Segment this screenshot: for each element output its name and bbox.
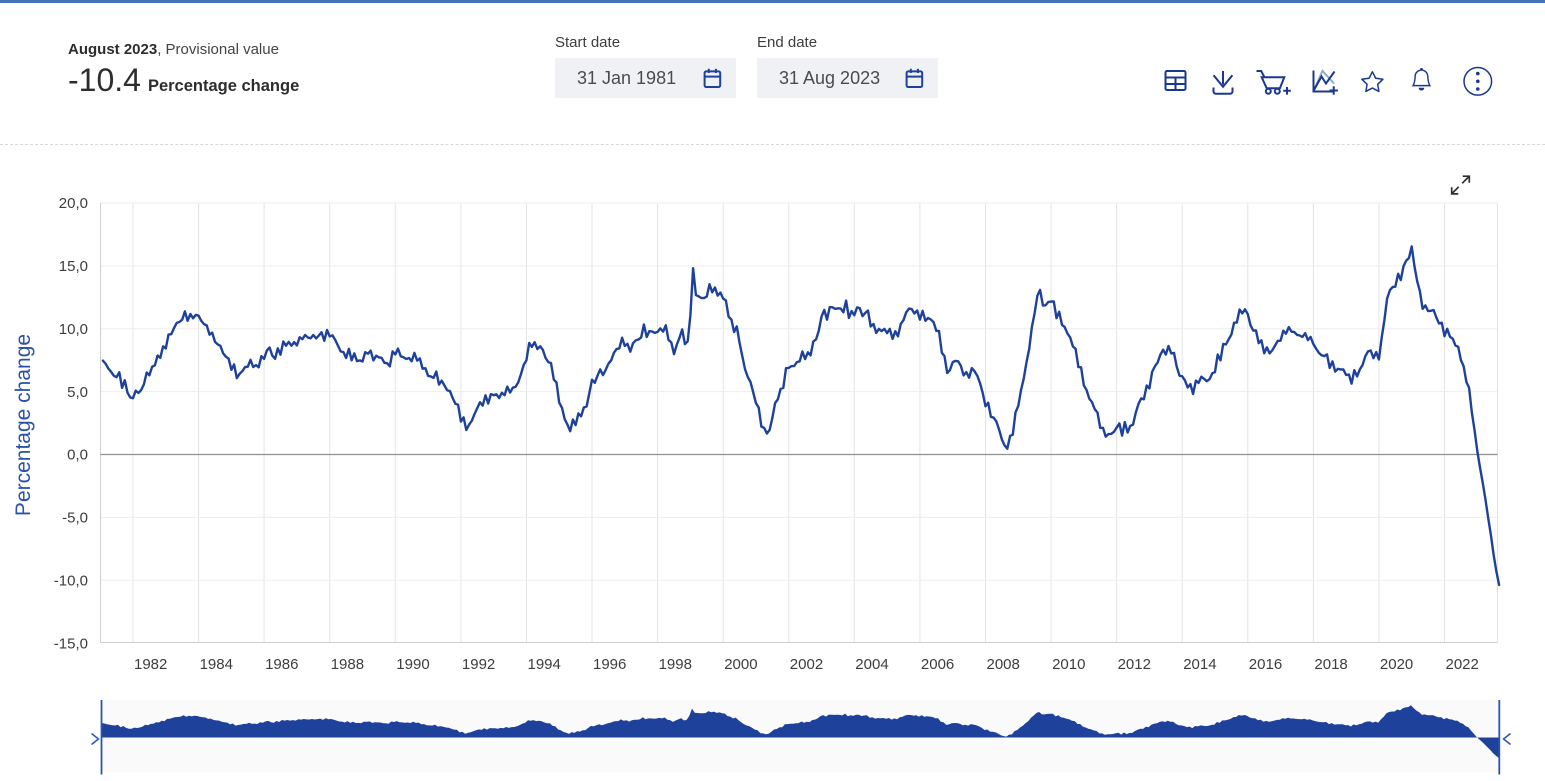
svg-text:1994: 1994 [528,656,561,673]
svg-text:1988: 1988 [331,656,364,673]
svg-text:1984: 1984 [200,656,233,673]
svg-text:2012: 2012 [1118,656,1151,673]
svg-text:15,0: 15,0 [59,258,88,275]
svg-text:Percentage change: Percentage change [12,334,35,516]
svg-text:1982: 1982 [134,656,167,673]
svg-text:2000: 2000 [724,656,757,673]
svg-text:0,0: 0,0 [67,447,88,464]
svg-text:-5,0: -5,0 [62,510,88,527]
svg-text:1990: 1990 [396,656,429,673]
svg-text:5,0: 5,0 [67,384,88,401]
svg-text:10,0: 10,0 [59,321,88,338]
svg-text:2006: 2006 [921,656,954,673]
svg-text:20,0: 20,0 [59,195,88,212]
svg-text:2020: 2020 [1380,656,1413,673]
svg-text:-10,0: -10,0 [54,573,88,590]
svg-text:2018: 2018 [1314,656,1347,673]
svg-text:1996: 1996 [593,656,626,673]
svg-text:1986: 1986 [265,656,298,673]
svg-text:2016: 2016 [1249,656,1282,673]
svg-text:2014: 2014 [1183,656,1216,673]
svg-text:-15,0: -15,0 [54,635,88,652]
svg-text:2022: 2022 [1446,656,1479,673]
svg-text:2008: 2008 [987,656,1020,673]
svg-text:1998: 1998 [659,656,692,673]
svg-text:2010: 2010 [1052,656,1085,673]
svg-text:2002: 2002 [790,656,823,673]
svg-text:2004: 2004 [855,656,888,673]
svg-text:1992: 1992 [462,656,495,673]
